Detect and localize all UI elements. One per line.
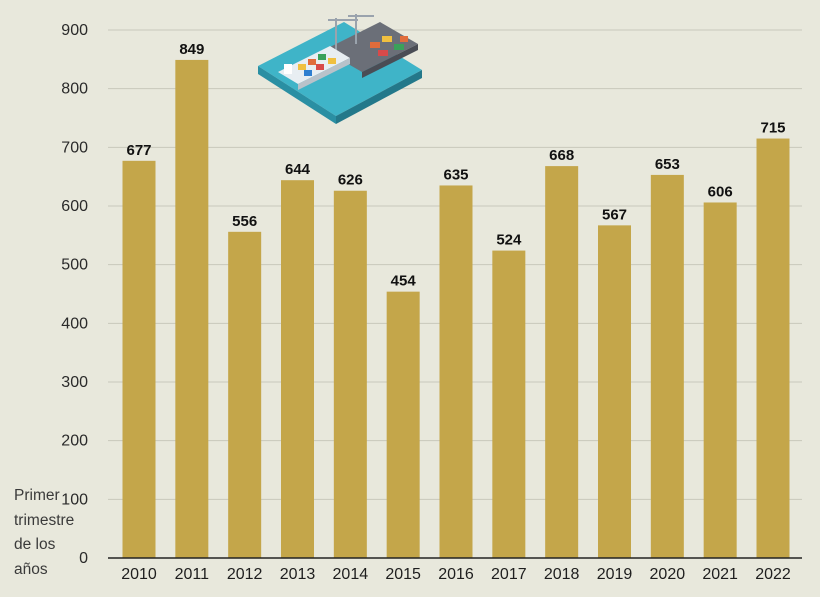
y-tick-label: 900 xyxy=(61,22,88,39)
x-tick-label: 2013 xyxy=(280,566,316,583)
bar xyxy=(228,231,262,558)
y-tick-label: 300 xyxy=(61,374,88,391)
y-tick-label: 500 xyxy=(61,257,88,274)
x-tick-label: 2014 xyxy=(333,566,369,583)
bar xyxy=(598,225,631,559)
bar xyxy=(756,138,790,559)
bar xyxy=(545,166,579,558)
bar xyxy=(650,174,684,558)
bar xyxy=(492,250,526,558)
data-label: 567 xyxy=(602,206,627,223)
y-tick-label: 0 xyxy=(79,550,88,567)
data-label: 635 xyxy=(443,166,468,183)
x-tick-label: 2015 xyxy=(385,566,421,583)
x-tick-label: 2022 xyxy=(755,566,791,583)
bar xyxy=(386,291,420,558)
y-tick-label: 400 xyxy=(61,315,88,332)
bar xyxy=(439,185,473,558)
bars: 677 849 556 644 626 454 635 524 668 567 653 606 715 xyxy=(122,41,790,559)
data-label: 606 xyxy=(708,183,733,200)
x-tick-label: 2016 xyxy=(438,566,474,583)
bar xyxy=(175,59,209,559)
data-label: 644 xyxy=(285,161,311,178)
x-tick-label: 2011 xyxy=(175,566,210,583)
bar xyxy=(281,180,314,559)
data-label: 677 xyxy=(126,142,151,159)
caption-line: de los xyxy=(14,536,56,553)
y-tick-label: 800 xyxy=(61,81,88,98)
x-tick-label: 2019 xyxy=(597,566,633,583)
bar xyxy=(703,202,737,559)
y-tick-label: 200 xyxy=(61,433,88,450)
x-tick-label: 2017 xyxy=(491,566,527,583)
data-label: 653 xyxy=(655,156,680,173)
y-tick-label: 100 xyxy=(61,491,88,508)
y-axis-ticks: 0 100 200 300 400 500 600 700 800 900 xyxy=(61,22,88,567)
y-tick-label: 700 xyxy=(61,139,88,156)
bar xyxy=(333,190,367,558)
x-tick-label: 2020 xyxy=(650,566,686,583)
data-label: 849 xyxy=(179,41,204,58)
x-axis-caption: Primer trimestre de los años xyxy=(14,484,94,582)
caption-line: años xyxy=(14,560,48,578)
x-axis-ticks: 2010 2011 2012 2013 2014 2015 2016 2017 2018 2019… xyxy=(121,566,791,583)
caption-line: trimestre xyxy=(14,511,75,529)
caption-line: Primer xyxy=(14,487,60,504)
y-tick-label: 600 xyxy=(61,198,88,215)
data-label: 454 xyxy=(391,273,417,290)
x-tick-label: 2021 xyxy=(702,566,738,583)
data-label: 715 xyxy=(760,120,785,137)
data-label: 626 xyxy=(338,172,363,189)
port-ship-icon xyxy=(258,14,422,124)
bar xyxy=(122,160,156,558)
data-label: 668 xyxy=(549,147,574,164)
data-label: 556 xyxy=(232,213,257,230)
x-tick-label: 2018 xyxy=(544,566,580,583)
x-tick-label: 2010 xyxy=(121,566,157,583)
data-label: 524 xyxy=(496,232,522,249)
x-tick-label: 2012 xyxy=(227,566,263,583)
